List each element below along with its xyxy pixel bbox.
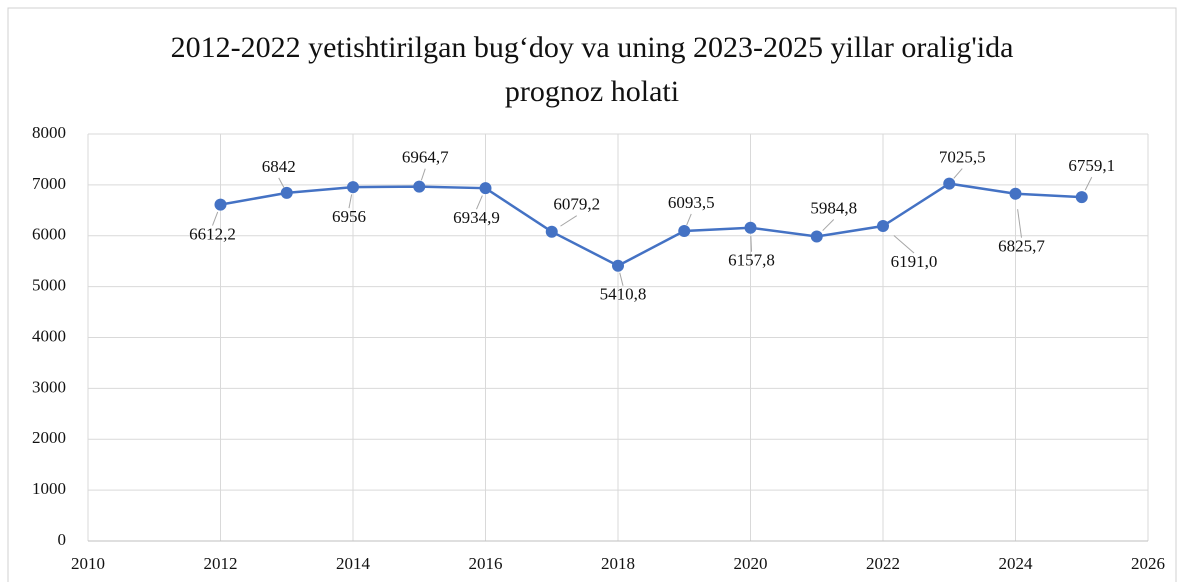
leader-line: [278, 177, 285, 188]
x-tick-label: 2024: [999, 554, 1034, 573]
data-point: [413, 180, 426, 193]
x-tick-label: 2026: [1131, 554, 1165, 573]
x-tick-label: 2018: [601, 554, 635, 573]
leader-line: [893, 235, 915, 254]
y-tick-label: 5000: [32, 276, 66, 295]
leader-line: [1017, 209, 1022, 238]
data-label: 6825,7: [998, 237, 1045, 256]
leader-line: [619, 272, 624, 286]
data-point: [545, 225, 558, 238]
data-label: 6934,9: [453, 208, 500, 227]
data-label: 6157,8: [728, 251, 775, 270]
data-point: [347, 181, 359, 194]
y-tick-label: 7000: [32, 174, 66, 193]
data-point: [943, 177, 956, 190]
leader-line: [476, 195, 483, 210]
y-tick-label: 4000: [32, 326, 66, 345]
y-tick-label: 1000: [32, 479, 66, 498]
data-point: [1009, 187, 1022, 200]
leader-line: [686, 213, 692, 226]
data-label: 6842: [262, 157, 296, 176]
data-point: [744, 221, 757, 234]
y-tick-label: 2000: [32, 428, 66, 447]
leader-line: [212, 211, 219, 226]
data-label: 6093,5: [668, 193, 715, 212]
data-label: 6964,7: [402, 148, 449, 167]
leader-line: [348, 194, 353, 209]
y-tick-label: 0: [58, 530, 67, 549]
data-point: [214, 198, 227, 211]
x-tick-label: 2014: [336, 554, 371, 573]
data-point: [877, 220, 889, 233]
data-point: [479, 182, 492, 195]
x-tick-label: 2010: [71, 554, 105, 573]
data-point: [810, 230, 823, 243]
data-label: 6079,2: [553, 195, 600, 214]
data-label: 6956: [332, 207, 366, 226]
data-label: 6612,2: [189, 225, 236, 244]
chart-border: [7, 7, 1177, 582]
leader-line: [1084, 176, 1093, 191]
x-tick-label: 2022: [866, 554, 900, 573]
data-label: 7025,5: [939, 147, 986, 166]
leader-line: [420, 168, 426, 181]
data-point: [678, 224, 691, 237]
data-label: 5410,8: [600, 285, 647, 304]
data-line: [220, 182, 1082, 268]
data-label: 6191,0: [891, 252, 938, 271]
y-tick-label: 3000: [32, 377, 66, 396]
chart-title: 2012-2022 yetishtirilgan bug‘doy va unin…: [170, 31, 1014, 108]
y-tick-label: 8000: [32, 123, 66, 142]
data-point: [280, 186, 293, 199]
x-tick-label: 2016: [469, 554, 503, 573]
leader-line: [953, 168, 963, 179]
x-tick-label: 2012: [204, 554, 238, 573]
data-label: 6759,1: [1068, 156, 1115, 175]
y-tick-label: 6000: [32, 225, 66, 244]
data-label: 5984,8: [810, 198, 857, 217]
leader-line: [822, 219, 835, 231]
leader-line: [750, 236, 752, 252]
data-point: [1075, 191, 1088, 204]
x-tick-label: 2020: [734, 554, 768, 573]
leader-line: [560, 215, 578, 227]
data-point: [612, 259, 624, 272]
